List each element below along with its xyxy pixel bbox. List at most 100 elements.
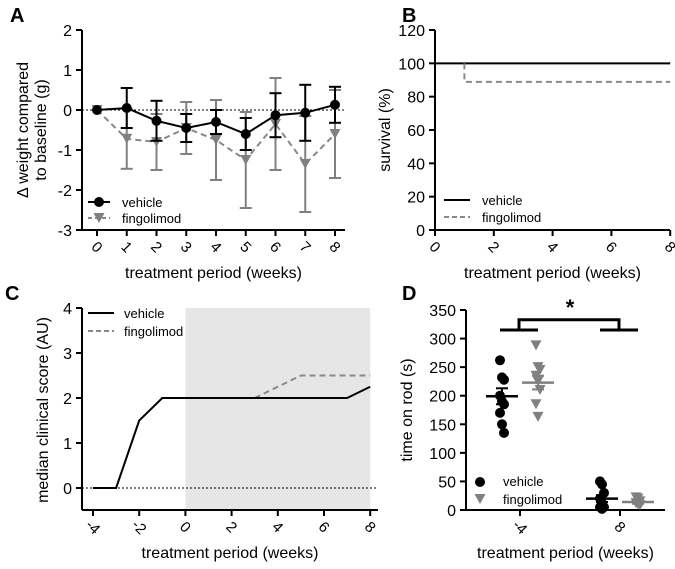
y-axis-label-line2: to baseline (g)	[33, 79, 50, 180]
y-axis-label: survival (%)	[377, 88, 394, 172]
y-tick-label: 80	[407, 90, 425, 107]
legend-vehicle-label: vehicle	[122, 195, 162, 210]
panel-label-a: A	[10, 5, 24, 27]
x-tick-label: 6	[602, 238, 620, 256]
y-tick-label: -3	[58, 223, 72, 240]
legend-fingolimod-label: fingolimod	[122, 211, 181, 226]
y-tick-label: 100	[429, 446, 456, 463]
vehicle-line	[93, 385, 371, 489]
significance-star: *	[566, 295, 575, 320]
fingolimod-point	[530, 340, 542, 351]
vehicle-point	[240, 129, 251, 139]
fingolimod-point	[210, 135, 222, 145]
fingolimod-point	[532, 411, 544, 422]
fingolimod-point	[534, 365, 546, 375]
x-tick-label: 4	[268, 518, 286, 536]
x-tick-label: 4	[543, 238, 561, 256]
x-tick-label: 0	[88, 238, 106, 256]
x-axis-label: treatment period (weeks)	[477, 545, 654, 562]
x-tick-label: -2	[128, 517, 149, 538]
y-tick-label: 250	[429, 360, 456, 377]
legend-fingolimod-marker	[474, 494, 486, 504]
legend-vehicle-label: vehicle	[124, 306, 164, 321]
y-tick-label: 50	[438, 474, 456, 491]
x-tick-label: 7	[296, 238, 314, 256]
x-tick-label: 1	[117, 238, 135, 256]
fingolimod-point	[151, 137, 162, 147]
x-tick-label: 0	[176, 518, 194, 536]
y-tick-label: -2	[58, 183, 72, 200]
fingolimod-point	[530, 399, 542, 410]
vehicle-point	[92, 105, 102, 115]
vehicle-point	[151, 115, 162, 126]
y-tick-label: 1	[63, 63, 72, 80]
y-tick-label: 2	[63, 23, 72, 40]
x-tick-label: -4	[82, 517, 103, 538]
y-tick-label: -1	[58, 143, 72, 160]
y-tick-label: 40	[407, 156, 425, 173]
y-tick-label: 0	[63, 103, 72, 120]
y-tick-label: 0	[447, 503, 456, 520]
fingolimod-line	[463, 63, 671, 83]
y-tick-label: 200	[429, 389, 456, 406]
vehicle-point	[181, 123, 192, 133]
legend-fingolimod-label: fingolimod	[124, 324, 183, 339]
legend-vehicle-marker	[94, 197, 104, 207]
legend-vehicle-label: vehicle	[503, 474, 543, 489]
legend-fingolimod-label: fingolimod	[482, 210, 541, 225]
vehicle-point	[121, 103, 132, 113]
x-tick-label: 3	[177, 238, 195, 256]
y-tick-label: 100	[398, 56, 425, 73]
x-axis-label: treatment period (weeks)	[125, 265, 302, 282]
x-tick-label: 4	[207, 238, 225, 256]
x-tick-label: 8	[661, 238, 675, 256]
vehicle-point	[495, 355, 505, 366]
x-tick-label: 2	[147, 238, 165, 256]
vehicle-point	[497, 419, 507, 430]
x-tick-label: 8	[361, 518, 379, 536]
vehicle-point	[499, 374, 509, 385]
y-axis-label: Δ weight comparedto baseline (g)	[15, 62, 50, 198]
vehicle-point	[300, 107, 311, 118]
x-tick-label: 6	[266, 238, 284, 256]
y-axis-label: time on rod (s)	[399, 358, 416, 461]
y-tick-label: 4	[63, 301, 72, 318]
fingolimod-point	[240, 155, 252, 165]
vehicle-point	[499, 427, 509, 438]
fingolimod-line	[96, 109, 336, 166]
vehicle-point	[270, 110, 281, 121]
y-tick-label: 3	[63, 346, 72, 363]
significance-bracket	[500, 318, 638, 332]
x-axis-label: treatment period (weeks)	[142, 545, 319, 562]
y-tick-label: 0	[416, 223, 425, 240]
x-tick-label: 6	[315, 518, 333, 536]
panel-label-b: B	[402, 5, 416, 27]
vehicle-point	[495, 407, 505, 418]
fingolimod-line	[254, 374, 371, 399]
y-axis-label-line1: Δ weight compared	[15, 62, 32, 198]
panel-label-c: C	[5, 283, 19, 305]
y-tick-label: 2	[63, 391, 72, 408]
x-tick-label: 8	[326, 238, 344, 256]
fingolimod-point	[329, 129, 341, 139]
y-tick-label: 300	[429, 332, 456, 349]
legend-vehicle-marker	[475, 477, 485, 487]
x-tick-label: 2	[222, 518, 240, 536]
vehicle-point	[597, 503, 607, 514]
panel-label-d: D	[402, 283, 416, 305]
y-tick-label: 150	[429, 417, 456, 434]
fingolimod-point	[121, 133, 133, 144]
vehicle-point	[211, 117, 221, 127]
y-tick-label: 20	[407, 190, 425, 207]
shaded-treatment-region	[185, 308, 371, 510]
x-tick-label: 2	[484, 238, 502, 256]
x-axis-label: treatment period (weeks)	[464, 265, 641, 282]
x-tick-label: 5	[236, 238, 254, 256]
y-tick-label: 0	[63, 481, 72, 498]
legend-vehicle-label: vehicle	[482, 193, 522, 208]
y-tick-label: 60	[407, 123, 425, 140]
legend-fingolimod-label: fingolimod	[503, 492, 562, 507]
x-tick-label: 0	[426, 238, 444, 256]
